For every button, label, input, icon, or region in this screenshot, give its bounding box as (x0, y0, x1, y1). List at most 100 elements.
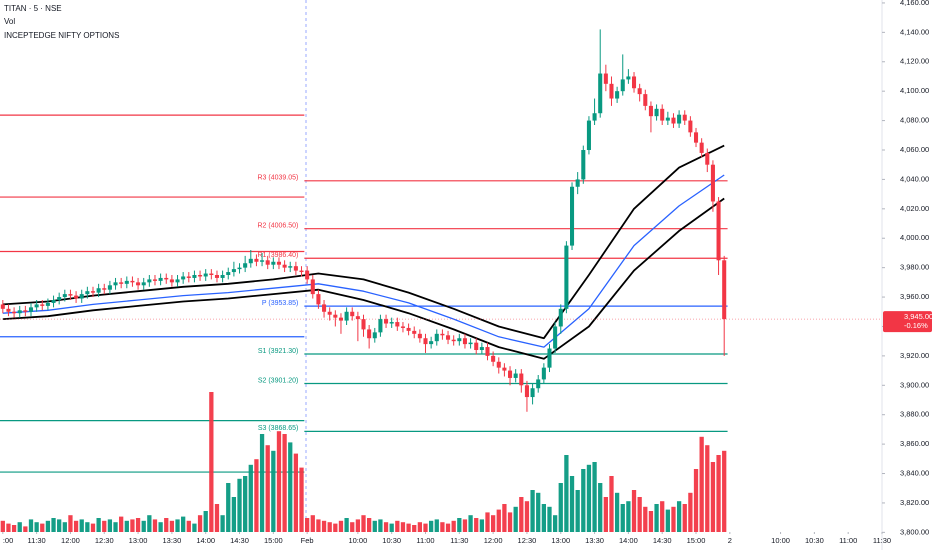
candle-body (113, 282, 118, 286)
candle-body (502, 367, 507, 371)
volume-bar (682, 504, 687, 532)
volume-bar (445, 523, 451, 532)
volume-bar (192, 523, 197, 532)
candle-body (327, 311, 332, 315)
candle-body (12, 311, 17, 314)
volume-bar (68, 515, 73, 532)
volume-bar (350, 522, 355, 532)
candle-body (248, 258, 253, 264)
volume-bar (231, 497, 237, 532)
candle-body (90, 291, 96, 293)
volume-bar (367, 518, 372, 532)
volume-bar (175, 519, 180, 532)
candle-body (130, 280, 135, 283)
volume-bar (395, 520, 400, 532)
x-tick-label: 11:30 (873, 536, 891, 545)
x-tick-label: 13:00 (551, 536, 570, 545)
volume-bar (468, 515, 473, 532)
volume-bar (96, 518, 101, 532)
candle-body (710, 164, 715, 202)
x-tick-label: 12:30 (95, 536, 114, 545)
candle-body (152, 279, 158, 281)
candle-body (107, 285, 112, 290)
volume-bar (57, 519, 62, 532)
volume-bar (485, 512, 490, 532)
candle-body (513, 373, 518, 378)
volume-bar (197, 515, 203, 532)
volume-bar (389, 523, 394, 532)
candle-body (136, 282, 141, 286)
volume-bar (40, 523, 45, 532)
volume-bar (34, 522, 39, 532)
volume-bar (722, 450, 727, 532)
y-tick-label: 3,800.00 (900, 527, 929, 536)
candle-body (479, 347, 484, 350)
candle-body (344, 311, 349, 321)
volume-bar (271, 450, 276, 532)
candle-body (553, 326, 558, 349)
candle-body (620, 79, 625, 92)
volume-bar (434, 519, 439, 532)
candle-body (102, 288, 107, 290)
candle-body (654, 108, 659, 117)
candle-body (316, 294, 321, 305)
volume-bar (417, 522, 423, 532)
candle-body (699, 142, 704, 153)
candle-body (462, 338, 467, 345)
volume-bar (631, 490, 637, 532)
volume-bar (513, 506, 518, 532)
candle-body (276, 261, 282, 265)
volume-bar (282, 434, 287, 532)
average-line (2, 197, 725, 360)
volume-bar (152, 519, 158, 532)
candle-body (254, 258, 259, 262)
volume-bar (552, 515, 558, 532)
pivot-label: P (3953.85) (262, 300, 298, 307)
candle-body (389, 322, 394, 324)
x-tick-label: 10:30 (805, 536, 824, 545)
candle-body (496, 361, 501, 368)
volume-bar (558, 483, 563, 532)
candle-body (186, 276, 191, 278)
volume-bar (107, 519, 113, 532)
volume-bar (693, 469, 699, 532)
candle-body (305, 270, 310, 280)
volume-bar (654, 504, 659, 532)
volume-bar (203, 511, 208, 532)
candle-body (446, 335, 451, 340)
x-tick-label: 14:30 (653, 536, 672, 545)
volume-bar (474, 518, 479, 532)
candle-body (209, 273, 214, 275)
volume-bar (6, 523, 11, 532)
price-badge-change: -0.16% (904, 321, 928, 330)
volume-bar (406, 523, 411, 532)
volume-bar (248, 464, 253, 532)
volume-legend: Vol (4, 17, 15, 26)
candle-body (265, 260, 270, 265)
candle-body (524, 385, 529, 398)
volume-bar (220, 515, 225, 532)
volume-bar (265, 445, 270, 532)
volume-bar (327, 522, 332, 532)
volume-bar (338, 520, 344, 532)
volume-bar (305, 518, 310, 532)
volume-bar (507, 512, 513, 532)
volume-bar (524, 501, 530, 532)
candle-body (615, 91, 620, 99)
candle-body (372, 332, 377, 339)
volume-bar (135, 518, 141, 532)
x-tick-label: 14:30 (230, 536, 249, 545)
candle-body (28, 307, 34, 312)
volume-bar (440, 522, 445, 532)
x-tick-label: 15:00 (687, 536, 706, 545)
candle-body (367, 329, 372, 339)
candle-body (440, 333, 445, 336)
x-tick-label: 13:30 (585, 536, 604, 545)
volume-bar (614, 492, 620, 532)
volume-bar (333, 523, 338, 532)
x-tick-label: 12:30 (518, 536, 537, 545)
volume-bar (372, 520, 377, 532)
volume-bar (102, 520, 107, 532)
volume-bar (603, 497, 608, 532)
y-tick-label: 3,880.00 (900, 410, 929, 419)
